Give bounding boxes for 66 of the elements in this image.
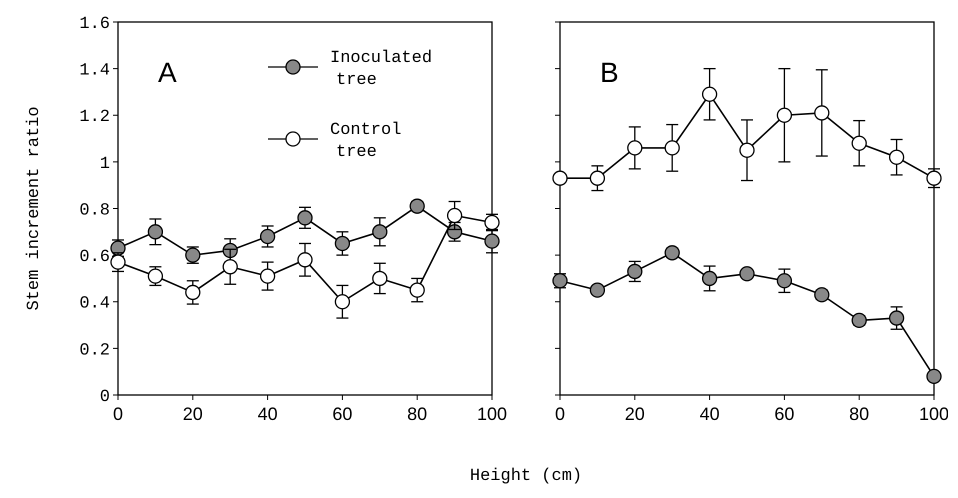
y-axis-title: Stem increment ratio (25, 106, 44, 311)
x-axis-title: Height (cm) (470, 467, 582, 486)
x-tick-label: 40 (700, 404, 720, 424)
x-tick-label: 80 (407, 404, 428, 424)
point (888, 150, 904, 165)
x-tick-label: 100 (476, 404, 508, 424)
point (776, 108, 792, 123)
point (148, 268, 164, 284)
point (776, 273, 792, 288)
point (664, 140, 680, 156)
y-tick-label: 0.4 (79, 294, 110, 314)
y-tick-label: 1.6 (79, 14, 110, 34)
point (334, 294, 350, 310)
point (926, 170, 942, 186)
y-tick-label: 0.2 (79, 341, 110, 360)
point (297, 252, 313, 268)
point (410, 282, 425, 298)
point (552, 170, 568, 186)
point (260, 228, 276, 244)
y-tick-label: 1 (100, 154, 110, 174)
point (702, 86, 718, 102)
point (148, 224, 164, 240)
point (260, 268, 276, 284)
point (702, 270, 718, 286)
point (410, 198, 425, 214)
point (372, 224, 388, 240)
point (484, 233, 500, 249)
x-tick-label: 20 (624, 404, 645, 424)
point (739, 142, 755, 158)
point (888, 310, 904, 326)
x-tick-label: 40 (258, 404, 278, 424)
y-tick-label: 0.8 (79, 201, 110, 220)
point (590, 282, 606, 298)
y-tick-label: 1.2 (79, 108, 110, 128)
x-tick-label: 20 (182, 404, 203, 424)
legend-label: Control tree (330, 121, 402, 162)
y-tick-label: 1.4 (79, 62, 110, 81)
point (627, 264, 642, 280)
point (552, 273, 568, 288)
point (110, 254, 126, 270)
point (627, 140, 642, 156)
point (297, 210, 313, 226)
point (185, 284, 200, 300)
x-tick-label: 0 (112, 404, 124, 424)
x-tick-label: 100 (918, 404, 950, 424)
text: B (600, 57, 619, 88)
point (222, 259, 238, 274)
legend-label: Inoculated tree (330, 49, 432, 90)
point (926, 368, 942, 384)
point (852, 136, 867, 151)
x-tick-label: 60 (332, 404, 352, 424)
x-tick-label: 80 (849, 404, 870, 424)
point (664, 245, 680, 260)
point (739, 266, 755, 282)
point (334, 236, 350, 252)
x-tick-label: 0 (554, 404, 566, 424)
y-tick-label: 0.6 (79, 248, 110, 268)
text: A (158, 57, 177, 88)
point (590, 170, 606, 186)
point (446, 208, 462, 224)
y-tick-label: 0 (100, 388, 110, 407)
point (852, 312, 867, 328)
point (814, 105, 830, 121)
x-tick-label: 60 (774, 404, 794, 424)
point (372, 270, 388, 286)
point (110, 240, 126, 256)
